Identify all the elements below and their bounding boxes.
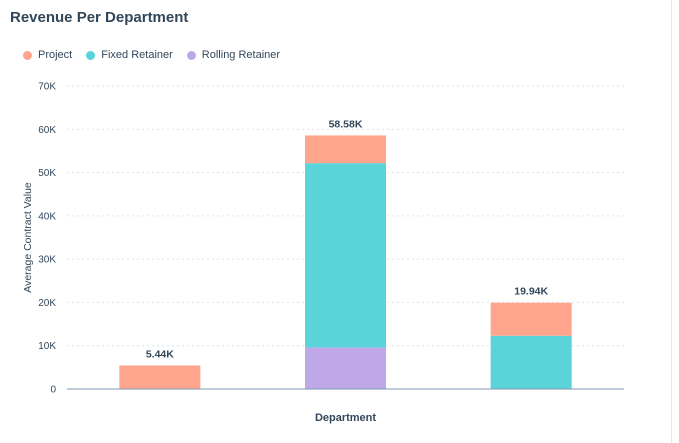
- y-axis-ticks: 0 10K 20K 30K 40K 50K 60K 70K: [38, 82, 56, 396]
- bar-stacks: [119, 135, 572, 389]
- bar-segment-rolling-retainer[interactable]: [305, 347, 386, 389]
- bar-total-label: 5.44K: [146, 348, 174, 360]
- legend-item-fixed-retainer[interactable]: Fixed Retainer: [86, 49, 173, 61]
- y-tick-label: 40K: [38, 211, 56, 222]
- y-tick-label: 60K: [38, 125, 56, 136]
- legend-swatch-rolling-retainer: [186, 50, 196, 60]
- chart-legend: Project Fixed Retainer Rolling Retainer: [23, 49, 280, 61]
- bar-segment-project[interactable]: [490, 302, 572, 336]
- bar-segment-fixed-retainer[interactable]: [305, 163, 386, 348]
- y-axis-title: Average Contract Value: [22, 182, 34, 293]
- y-tick-label: 50K: [38, 168, 56, 179]
- legend-label-project: Project: [38, 49, 73, 61]
- bar-segment-fixed-retainer[interactable]: [490, 335, 572, 389]
- legend-label-rolling-retainer: Rolling Retainer: [201, 49, 281, 61]
- y-tick-label: 10K: [38, 341, 56, 352]
- bar-segment-project[interactable]: [305, 135, 386, 164]
- y-tick-label: 0: [50, 385, 56, 396]
- legend-swatch-project: [23, 50, 32, 60]
- bar-segment-project[interactable]: [119, 365, 201, 389]
- y-tick-label: 70K: [38, 82, 56, 93]
- legend-label-fixed-retainer: Fixed Retainer: [101, 49, 173, 61]
- bar-total-labels: 5.44K 58.58K 19.94K: [146, 118, 549, 360]
- x-axis-title: Department: [315, 412, 376, 424]
- y-tick-label: 20K: [38, 298, 56, 309]
- legend-swatch-fixed-retainer: [86, 50, 96, 60]
- legend-item-rolling-retainer[interactable]: Rolling Retainer: [186, 49, 281, 61]
- chart-title: Revenue Per Department: [10, 9, 189, 26]
- bar-total-label: 58.58K: [329, 118, 363, 130]
- y-tick-label: 30K: [38, 255, 56, 266]
- legend-item-project[interactable]: Project: [23, 49, 72, 61]
- bar-total-label: 19.94K: [514, 286, 548, 298]
